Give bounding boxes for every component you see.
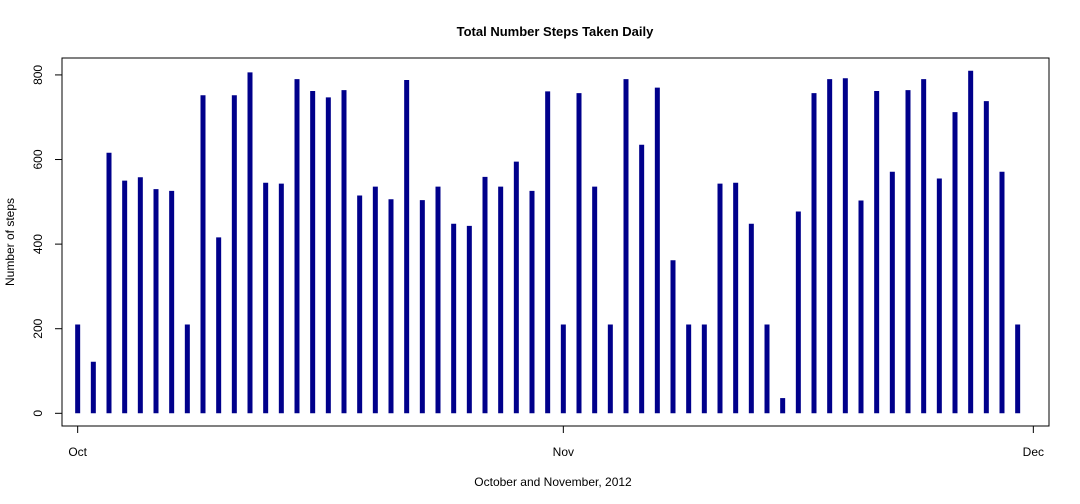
plot-frame: [61, 57, 1050, 427]
chart-title: Total Number Steps Taken Daily: [457, 24, 655, 39]
y-axis: 0 200 400 600 800: [31, 65, 63, 417]
x-tick-label: Nov: [553, 445, 574, 459]
y-tick-label: 0: [31, 410, 45, 417]
y-tick-label: 200: [31, 318, 45, 338]
y-axis-label: Number of steps: [3, 198, 17, 286]
x-tick-label: Dec: [1023, 445, 1044, 459]
y-tick-label: 400: [31, 234, 45, 254]
x-axis-label: October and November, 2012: [474, 475, 632, 489]
bars: [75, 70, 1021, 414]
y-tick-label: 800: [31, 65, 45, 85]
x-tick-label: Oct: [68, 445, 87, 459]
y-tick-label: 600: [31, 149, 45, 169]
x-axis: Oct Nov Dec: [68, 425, 1044, 459]
